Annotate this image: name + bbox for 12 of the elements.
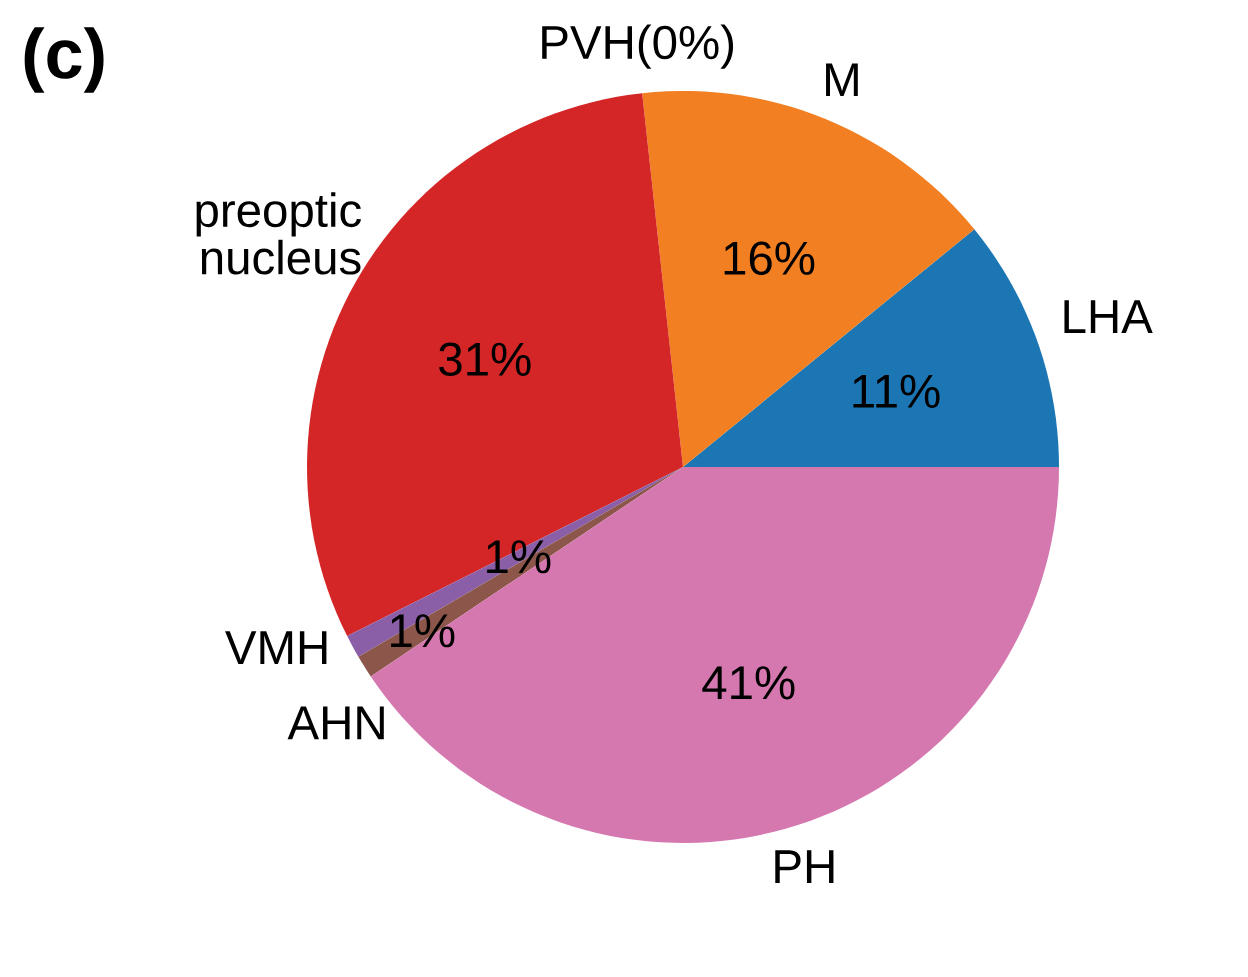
data-label: 11% <box>853 374 940 408</box>
slice-label: preoptic nucleus <box>196 192 361 275</box>
chart-title: (c) <box>24 27 104 93</box>
slice-label: LHA <box>1064 300 1153 333</box>
data-label: 16% <box>724 241 815 276</box>
slice-label: PH <box>775 850 834 884</box>
data-label: 41% <box>702 666 795 700</box>
slice-label: M <box>826 63 858 97</box>
category-label: PVH(0%) <box>542 24 734 69</box>
slice-label: AHN <box>287 706 384 740</box>
data-label: 31% <box>439 342 531 377</box>
slice-label: VMH <box>225 631 327 664</box>
